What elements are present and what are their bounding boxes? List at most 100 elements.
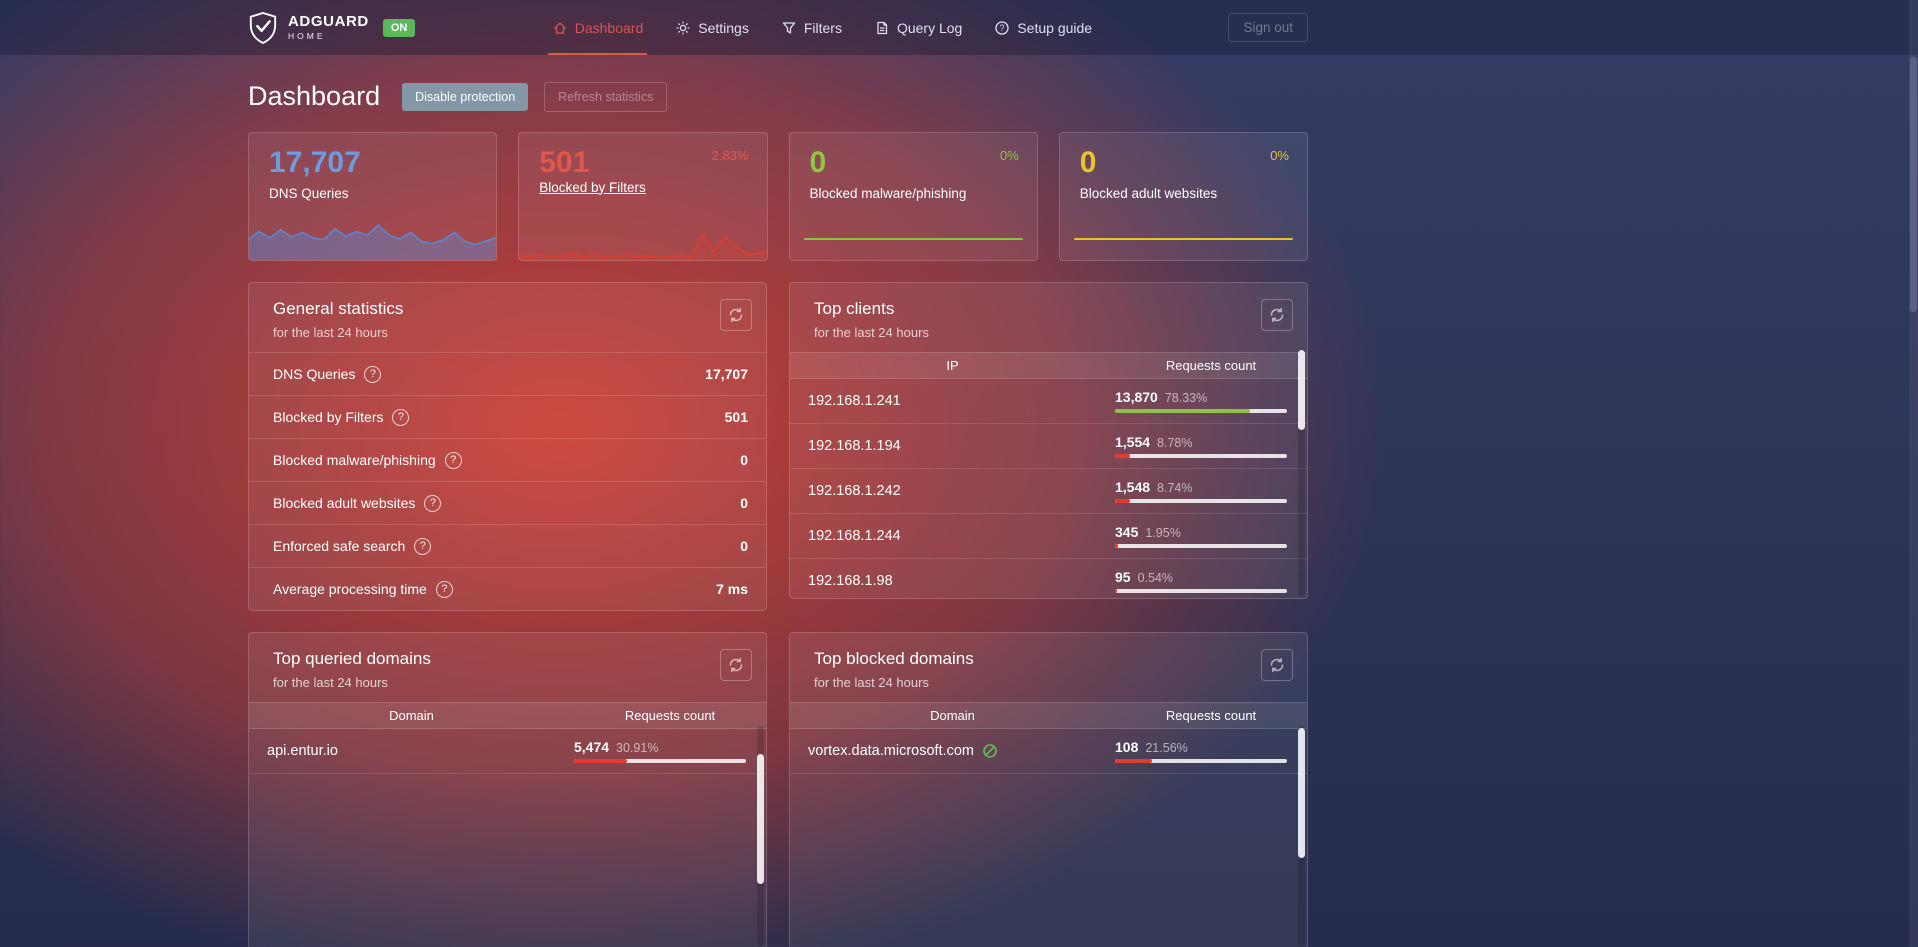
help-icon[interactable]: ? — [435, 580, 453, 598]
progress-bar — [1115, 409, 1287, 413]
progress-bar — [1115, 499, 1287, 503]
general-statistics-panel: General statistics for the last 24 hours… — [248, 282, 767, 611]
brand-logo[interactable]: ADGUARD HOME ON — [248, 11, 416, 45]
top-queried-domains-panel: Top queried domains for the last 24 hour… — [248, 632, 767, 947]
column-header-domain[interactable]: Domain — [389, 708, 434, 723]
column-header-domain[interactable]: Domain — [930, 708, 975, 723]
stat-card-blocked-by-filters: 501 2.83% Blocked by Filters — [518, 132, 768, 261]
stat-card-blocked-malware: 0 0% Blocked malware/phishing — [788, 132, 1038, 261]
nav-dashboard[interactable]: Dashboard — [547, 0, 647, 55]
refresh-panel-button[interactable] — [1261, 649, 1293, 681]
domain-row: api.entur.io 5,474 30.91% — [249, 729, 766, 774]
stat-row: Enforced safe search? 0 — [249, 524, 766, 567]
column-header-requests[interactable]: Requests count — [1165, 708, 1257, 723]
refresh-icon — [729, 307, 743, 323]
client-ip[interactable]: 192.168.1.242 — [808, 483, 901, 499]
domain-count: 5,474 — [574, 739, 610, 755]
domain-row: vortex.data.microsoft.com 108 21.56% — [790, 729, 1307, 774]
column-header-requests[interactable]: Requests count — [1165, 358, 1257, 373]
refresh-icon — [729, 657, 743, 673]
help-icon[interactable]: ? — [392, 408, 410, 426]
client-count: 13,870 — [1115, 389, 1158, 405]
column-header-requests[interactable]: Requests count — [624, 708, 716, 723]
nav-filters[interactable]: Filters — [781, 0, 842, 55]
brand-name: ADGUARD — [288, 13, 369, 31]
progress-fill — [574, 759, 628, 763]
stat-row: Average processing time? 7 ms — [249, 567, 766, 610]
stat-label: Blocked malware/phishing — [809, 185, 967, 201]
client-ip[interactable]: 192.168.1.244 — [808, 528, 901, 544]
stat-value: 17,707 — [269, 146, 361, 179]
progress-bar — [1115, 759, 1287, 763]
stat-row-value: 17,707 — [705, 366, 748, 382]
stat-percent: 2.83% — [711, 148, 749, 163]
panel-title: Top blocked domains — [814, 649, 974, 668]
client-percent: 8.74% — [1157, 481, 1193, 495]
help-icon[interactable]: ? — [444, 451, 462, 469]
stat-row-value: 0 — [740, 538, 748, 554]
stat-value: 0 — [809, 146, 827, 179]
client-count: 1,548 — [1115, 479, 1151, 495]
panels-row-1: General statistics for the last 24 hours… — [248, 282, 1308, 611]
nav-setup-guide[interactable]: ? Setup guide — [994, 0, 1092, 55]
refresh-icon — [1270, 657, 1284, 673]
client-ip[interactable]: 192.168.1.241 — [808, 393, 901, 409]
nav-settings[interactable]: Settings — [675, 0, 749, 55]
panel-scrollbar[interactable] — [1298, 726, 1305, 946]
refresh-statistics-button[interactable]: Refresh statistics — [544, 81, 668, 112]
domain-name[interactable]: api.entur.io — [267, 743, 338, 759]
table-header: Domain Requests count — [790, 702, 1307, 729]
refresh-panel-button[interactable] — [720, 649, 752, 681]
nav-label: Settings — [698, 19, 749, 36]
panel-subtitle: for the last 24 hours — [814, 675, 929, 690]
shield-logo-icon — [249, 11, 277, 44]
stat-row-label: Enforced safe search — [273, 538, 406, 554]
nav-query-log[interactable]: Query Log — [874, 0, 962, 55]
client-ip[interactable]: 192.168.1.194 — [808, 438, 901, 454]
general-statistics-table: DNS Queries? 17,707 Blocked by Filters? … — [249, 352, 766, 610]
help-icon[interactable]: ? — [424, 494, 442, 512]
help-icon[interactable]: ? — [414, 537, 432, 555]
scrollbar-thumb[interactable] — [757, 754, 764, 884]
blocked-domain-icon[interactable] — [982, 743, 998, 759]
scrollbar-thumb[interactable] — [1298, 728, 1305, 858]
panel-scrollbar[interactable] — [1298, 349, 1305, 596]
client-row: 192.168.1.242 1,548 8.74% — [790, 469, 1307, 514]
page-scrollbar-thumb[interactable] — [1910, 57, 1917, 312]
column-header-ip[interactable]: IP — [946, 358, 959, 373]
stat-percent: 0% — [1270, 148, 1289, 163]
refresh-panel-button[interactable] — [1261, 299, 1293, 331]
client-percent: 0.54% — [1137, 571, 1174, 585]
domain-count: 108 — [1115, 739, 1139, 755]
malware-flat-sparkline — [803, 238, 1023, 240]
dashboard-icon — [553, 21, 566, 34]
page-title: Dashboard — [248, 81, 381, 111]
stat-row: Blocked malware/phishing? 0 — [249, 438, 766, 481]
client-ip[interactable]: 192.168.1.98 — [808, 573, 893, 589]
client-percent: 1.95% — [1145, 526, 1181, 540]
document-icon — [877, 21, 888, 34]
svg-text:?: ? — [1000, 23, 1005, 33]
page-scrollbar[interactable] — [1909, 0, 1918, 947]
stat-row-label: Blocked adult websites — [273, 495, 416, 511]
client-percent: 78.33% — [1164, 391, 1208, 405]
stat-row: Blocked adult websites? 0 — [249, 481, 766, 524]
domain-name[interactable]: vortex.data.microsoft.com — [808, 743, 974, 759]
stat-label: Blocked adult websites — [1079, 185, 1218, 201]
refresh-panel-button[interactable] — [720, 299, 752, 331]
table-header: IP Requests count — [790, 352, 1307, 379]
progress-fill — [1115, 759, 1153, 763]
panel-subtitle: for the last 24 hours — [273, 675, 388, 690]
help-icon[interactable]: ? — [364, 365, 382, 383]
panel-title: Top clients — [814, 299, 895, 318]
domain-percent: 21.56% — [1145, 741, 1188, 755]
sign-out-button[interactable]: Sign out — [1228, 13, 1308, 42]
scrollbar-thumb[interactable] — [1298, 350, 1305, 430]
disable-protection-button[interactable]: Disable protection — [402, 82, 529, 111]
blocked-by-filters-link[interactable]: Blocked by Filters — [539, 179, 646, 195]
client-row: 192.168.1.194 1,554 8.78% — [790, 424, 1307, 469]
panel-scrollbar[interactable] — [757, 726, 764, 946]
progress-fill — [1115, 544, 1119, 548]
funnel-icon — [782, 21, 795, 34]
client-percent: 8.78% — [1157, 436, 1193, 450]
